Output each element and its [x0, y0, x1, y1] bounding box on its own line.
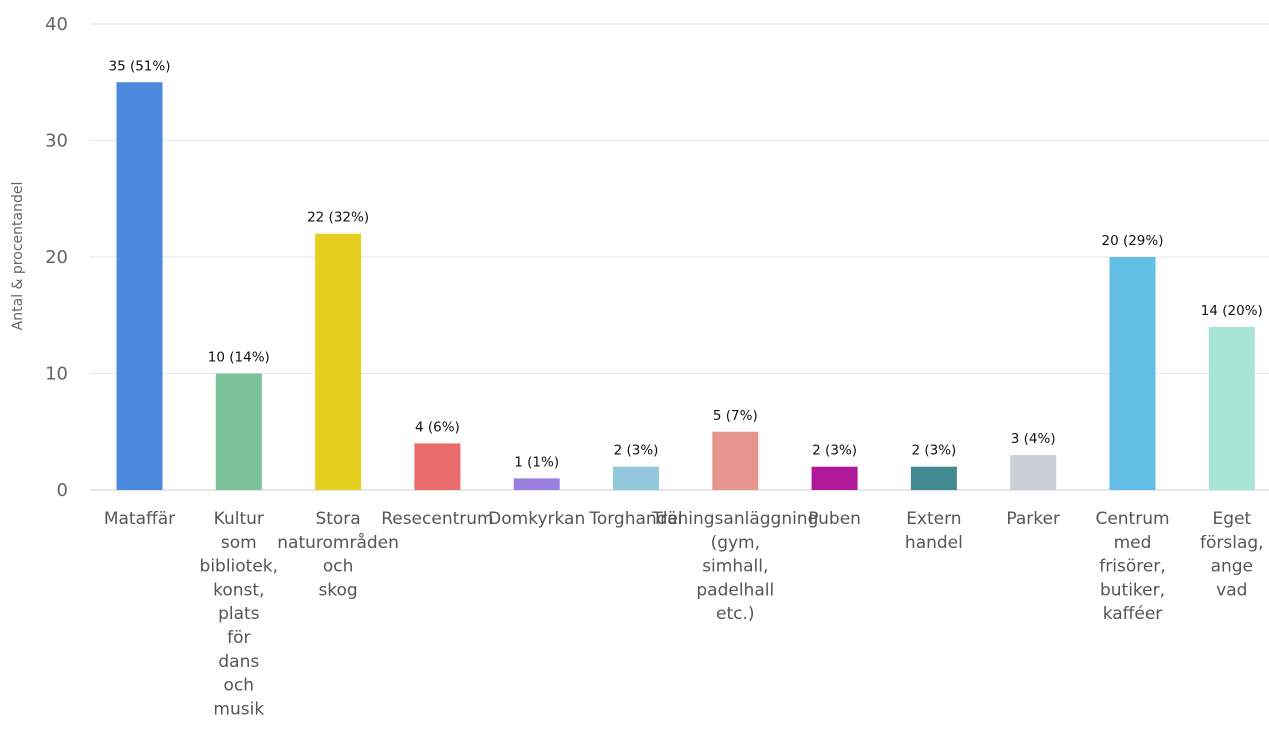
- category-label: Centrum med frisörer, butiker, kafféer: [1095, 509, 1169, 624]
- y-tick-label: 40: [45, 14, 68, 35]
- y-tick-label: 30: [45, 131, 68, 152]
- category-label: Puben: [808, 509, 861, 529]
- y-tick-label: 10: [45, 364, 68, 385]
- bar[interactable]: [513, 478, 560, 490]
- bar[interactable]: [414, 443, 461, 490]
- data-label: 3 (4%): [1011, 431, 1056, 447]
- category-labels: Mataffär Kultur som bibliotek, konst, plats fö…: [104, 509, 1264, 719]
- bar[interactable]: [1208, 326, 1255, 490]
- category-label: Stora naturområden och skog: [277, 509, 399, 600]
- data-labels: 35 (51%) 10 (14%) 22 (32%) 4 (6%) 1 (1%) 2 (3…: [108, 58, 1262, 470]
- bar[interactable]: [712, 431, 759, 490]
- y-tick-label: 20: [45, 247, 68, 268]
- y-axis-title: Antal & procentandel: [10, 182, 26, 331]
- category-label: Torghandel: [588, 509, 682, 529]
- category-label: Domkyrkan: [488, 509, 585, 529]
- category-label: Mataffär: [104, 509, 175, 529]
- data-label: 35 (51%): [108, 58, 170, 74]
- bar[interactable]: [215, 373, 262, 491]
- y-axis-ticks: 0 10 20 30 40: [45, 14, 68, 501]
- bar[interactable]: [1010, 455, 1057, 490]
- category-label: Resecentrum: [381, 509, 493, 529]
- category-label: Parker: [1006, 509, 1060, 529]
- category-label: Kultur som bibliotek, konst, plats för dans och…: [200, 509, 279, 719]
- category-label: Träningsanläggning (gym, simhall, padelhall…: [651, 509, 818, 624]
- category-label: Eget förslag, ange vad: [1200, 509, 1264, 600]
- data-label: 5 (7%): [713, 408, 758, 424]
- bar[interactable]: [116, 82, 163, 490]
- data-label: 2 (3%): [911, 443, 956, 459]
- grid-layer: [90, 23, 1269, 491]
- bar[interactable]: [811, 466, 858, 490]
- y-tick-label: 0: [57, 480, 68, 501]
- data-label: 4 (6%): [415, 419, 460, 435]
- data-label: 20 (29%): [1101, 233, 1163, 249]
- data-label: 14 (20%): [1201, 303, 1263, 319]
- data-label: 2 (3%): [614, 443, 659, 459]
- data-label: 22 (32%): [307, 210, 369, 226]
- data-label: 10 (14%): [208, 350, 270, 366]
- bar[interactable]: [315, 233, 362, 490]
- bar[interactable]: [613, 466, 659, 490]
- bar[interactable]: [1109, 257, 1156, 490]
- bar[interactable]: [910, 466, 957, 490]
- category-label: Extern handel: [905, 509, 963, 553]
- bars: [116, 82, 1255, 491]
- data-label: 2 (3%): [812, 443, 857, 459]
- data-label: 1 (1%): [514, 454, 559, 470]
